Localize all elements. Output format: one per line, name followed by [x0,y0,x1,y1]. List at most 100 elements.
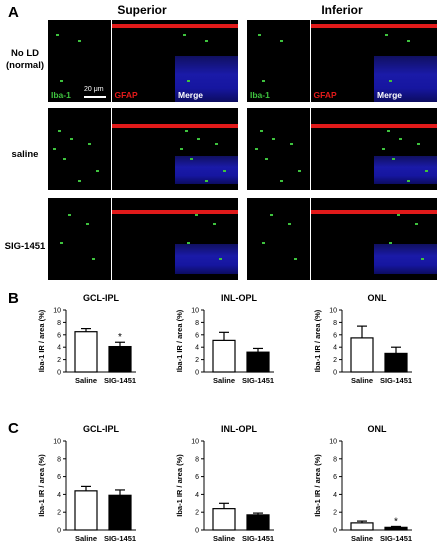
bar-sig-1451 [384,526,408,531]
x-tick-label: SIG-1451 [104,534,136,543]
bar-sig-1451 [108,345,132,373]
micrograph-sig1451-superior-gfap [111,198,175,280]
bar-saline [350,522,374,531]
y-tick-label: 0 [333,528,337,535]
chart-title: ONL [368,293,388,303]
micrograph-saline-inferior-gfap [310,108,374,190]
y-tick-label: 2 [195,357,199,364]
y-axis-label: Iba-1 IR / area (%) [175,454,184,517]
y-tick-label: 4 [57,492,61,499]
panel-b-letter: B [8,290,19,307]
y-tick-label: 2 [57,357,61,364]
channel-label-merge: Merge [377,90,403,100]
y-tick-label: 0 [57,528,61,535]
micrograph-sig1451-superior-merge [175,198,238,280]
y-tick-label: 8 [57,456,61,463]
micrograph-saline-inferior-iba1 [247,108,310,190]
x-tick-label: SIG-1451 [242,376,274,385]
panel-c-letter: C [8,420,19,437]
bar-saline [350,337,374,373]
micrograph-normal-superior-merge: Merge [175,20,238,102]
y-tick-label: 6 [57,474,61,481]
y-tick-label: 4 [195,492,199,499]
column-title-superior: Superior [117,3,167,17]
y-tick-label: 10 [191,439,199,446]
channel-label-iba1: Iba-1 [250,90,270,100]
channel-label-gfap: GFAP [313,90,337,100]
bar-sig-1451 [246,514,270,531]
y-tick-label: 8 [195,320,199,327]
panel-a-letter: A [8,4,19,21]
y-tick-label: 4 [195,345,199,352]
x-tick-label: SIG-1451 [380,534,412,543]
micrograph-normal-inferior-gfap: GFAP [310,20,374,102]
micrograph-normal-superior-iba1: Iba-1 20 μm [48,20,111,102]
y-tick-label: 4 [333,492,337,499]
x-tick-label: Saline [351,376,373,385]
bar-sig-1451 [108,494,132,531]
scale-bar-label: 20 μm [84,86,104,93]
y-tick-label: 4 [57,345,61,352]
chart-title: INL-OPL [221,424,257,434]
bar-saline [74,490,98,531]
y-tick-label: 8 [333,320,337,327]
y-tick-label: 0 [195,370,199,377]
row-label-saline: saline [11,149,39,160]
bar-sig-1451 [246,351,270,373]
micrograph-saline-inferior-merge [374,108,437,190]
y-tick-label: 0 [195,528,199,535]
significance-marker: * [118,332,122,343]
significance-marker: * [394,516,398,527]
bar-saline [212,339,236,373]
x-tick-label: Saline [75,376,97,385]
y-tick-label: 6 [57,332,61,339]
x-tick-label: Saline [75,534,97,543]
y-tick-label: 2 [195,510,199,517]
scale-bar [84,96,106,98]
x-tick-label: SIG-1451 [380,376,412,385]
x-tick-label: Saline [213,376,235,385]
micrograph-sig1451-inferior-gfap [310,198,374,280]
y-tick-label: 6 [333,474,337,481]
chart-title: INL-OPL [221,293,257,303]
micrograph-sig1451-inferior-iba1 [247,198,310,280]
x-tick-label: Saline [213,534,235,543]
channel-label-gfap: GFAP [114,90,138,100]
row-label-sig1451: SIG-1451 [4,241,46,252]
x-tick-label: Saline [351,534,373,543]
y-tick-label: 10 [53,439,61,446]
y-tick-label: 8 [195,456,199,463]
y-tick-label: 6 [195,332,199,339]
column-title-inferior: Inferior [321,3,363,17]
micrograph-sig1451-inferior-merge [374,198,437,280]
chart-title: ONL [368,424,388,434]
x-tick-label: SIG-1451 [242,534,274,543]
row-label-normal: No LD (normal) [6,48,44,71]
micrograph-normal-inferior-merge: Merge [374,20,437,102]
y-axis-label: Iba-1 IR / area (%) [37,454,46,517]
bar-sig-1451 [384,352,408,373]
y-axis-label: Iba-1 IR / area (%) [175,309,184,372]
y-tick-label: 10 [53,308,61,315]
y-axis-label: Iba-1 IR / area (%) [313,454,322,517]
y-tick-label: 8 [57,320,61,327]
y-tick-label: 2 [333,510,337,517]
channel-label-iba1: Iba-1 [51,90,71,100]
y-axis-label: Iba-1 IR / area (%) [37,309,46,372]
bar-saline [212,508,236,531]
y-tick-label: 6 [195,474,199,481]
x-tick-label: SIG-1451 [104,376,136,385]
micrograph-saline-superior-iba1 [48,108,111,190]
y-axis-label: Iba-1 IR / area (%) [313,309,322,372]
y-tick-label: 10 [329,439,337,446]
channel-label-merge: Merge [178,90,204,100]
y-tick-label: 0 [333,370,337,377]
micrograph-saline-superior-merge [175,108,238,190]
y-tick-label: 10 [329,308,337,315]
chart-title: GCL-IPL [83,424,119,434]
y-tick-label: 2 [333,357,337,364]
y-tick-label: 0 [57,370,61,377]
micrograph-normal-inferior-iba1: Iba-1 [247,20,310,102]
y-tick-label: 4 [333,345,337,352]
micrograph-sig1451-superior-iba1 [48,198,111,280]
